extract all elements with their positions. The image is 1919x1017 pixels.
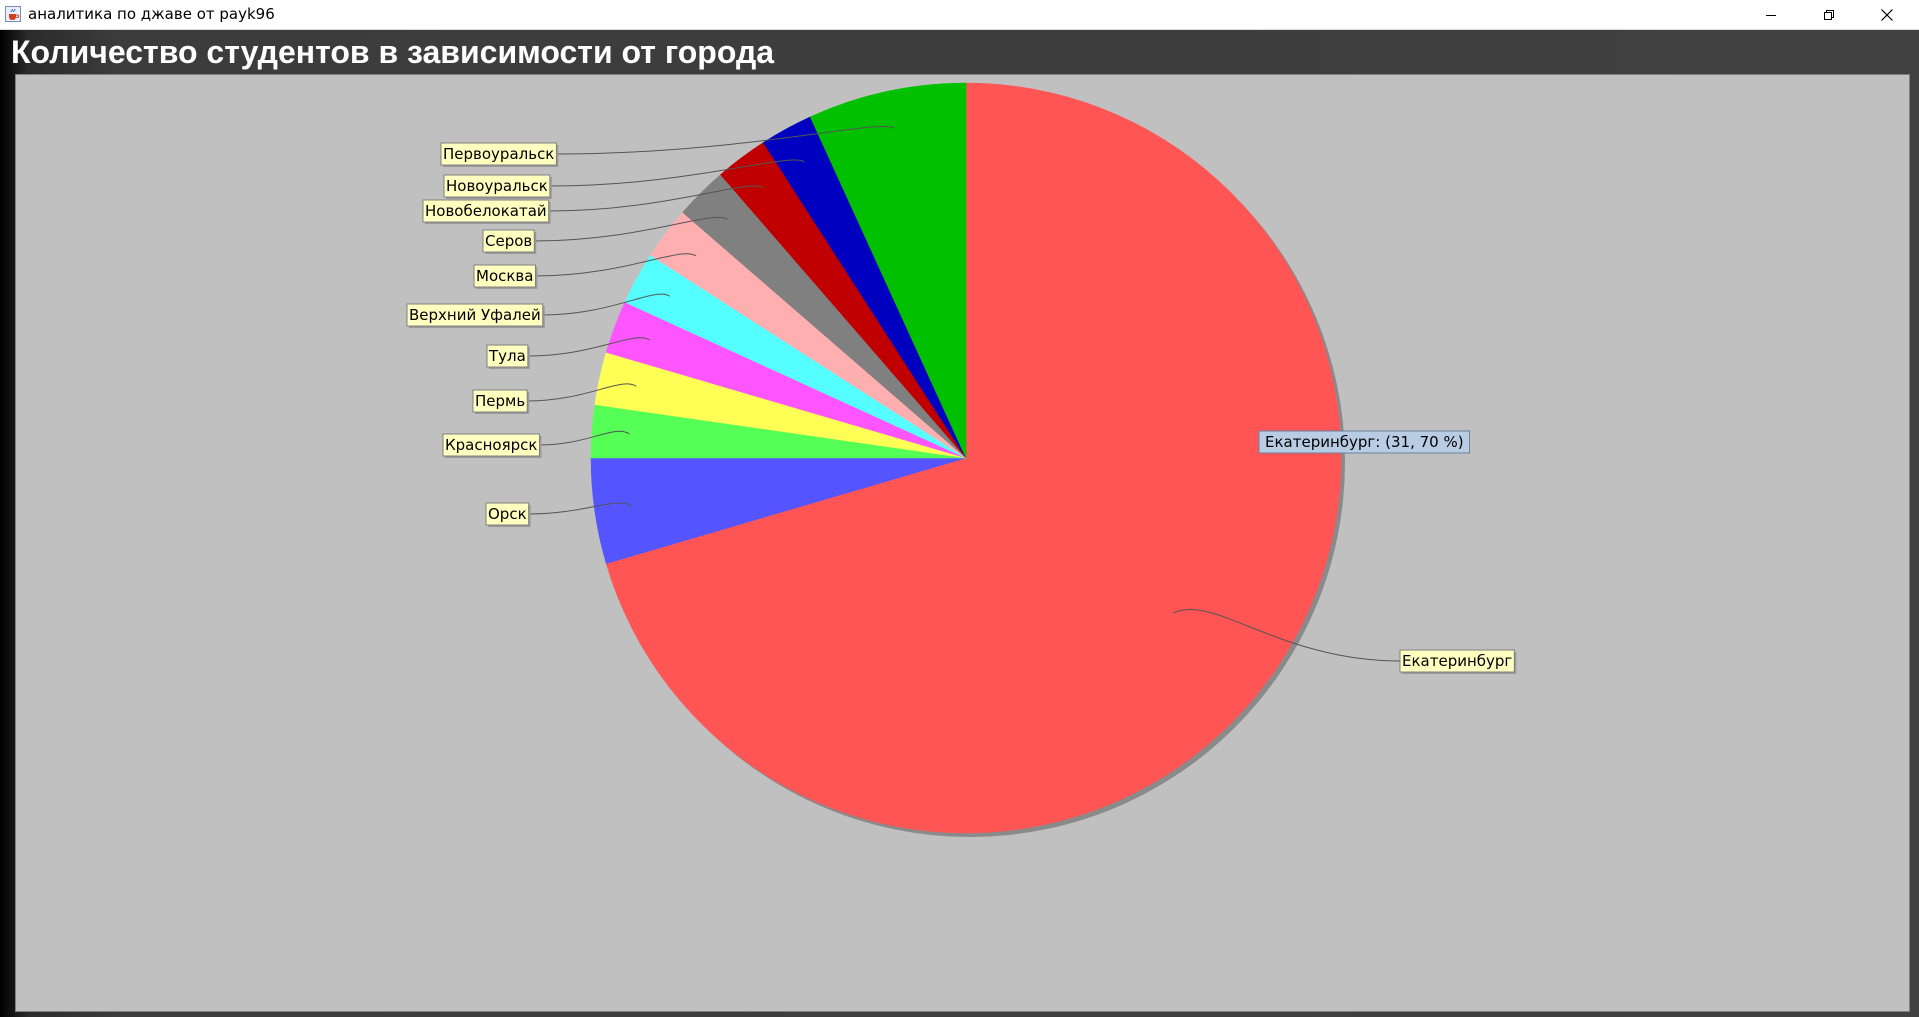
window-titlebar: аналитика по джаве от payk96 [0,0,1919,30]
window-title: аналитика по джаве от payk96 [28,5,275,23]
svg-text:Орск: Орск [488,505,527,523]
close-icon [1881,8,1893,21]
minimize-button[interactable] [1742,0,1800,29]
svg-text:Пермь: Пермь [475,392,525,410]
leader-line-3 [527,383,637,402]
leader-line-8 [548,185,765,212]
slice-label-6: Москва [473,264,538,289]
slice-label-10: Первоуральск [440,142,559,167]
slice-label-2: Красноярск [442,433,542,458]
svg-text:Первоуральск: Первоуральск [443,145,554,163]
leader-line-7 [534,216,728,242]
close-button[interactable] [1858,0,1916,29]
leader-line-9 [549,159,805,187]
chart-frame: Количество студентов в зависимости от го… [0,30,1919,1017]
svg-text:Екатеринбург: (31, 70 %): Екатеринбург: (31, 70 %) [1265,433,1464,451]
restore-button[interactable] [1800,0,1858,29]
java-cup-icon [5,6,21,22]
svg-text:Новобелокатай: Новобелокатай [425,202,547,220]
slice-0[interactable] [605,82,1342,834]
svg-text:Москва: Москва [476,267,533,285]
tooltip: Екатеринбург: (31, 70 %) [1258,430,1471,454]
svg-text:Верхний Уфалей: Верхний Уфалей [409,306,541,324]
svg-text:Серов: Серов [485,232,532,250]
plot-area: Екатеринбург Орск Красноярск Пермь Тула Верхн… [15,74,1910,1012]
svg-text:Тула: Тула [488,347,526,365]
slice-label-4: Тула [486,344,530,369]
leader-line-4 [527,337,651,357]
svg-text:Новоуральск: Новоуральск [446,177,548,195]
leader-line-1 [528,502,633,515]
slice-label-9: Новоуральск [443,174,552,199]
pie-chart[interactable]: Екатеринбург Орск Красноярск Пермь Тула Верхн… [16,75,1909,1011]
leader-line-0 [1172,608,1401,662]
slice-label-7: Серов [482,229,537,254]
slice-label-3: Пермь [472,389,530,414]
slice-10[interactable] [809,82,967,459]
slice-label-1: Орск [485,502,531,527]
slice-label-5: Верхний Уфалей [406,303,545,328]
slice-label-0: Екатеринбург [1399,649,1517,674]
leader-line-5 [542,293,671,316]
svg-text:Красноярск: Красноярск [445,436,537,454]
slice-label-8: Новобелокатай [422,199,551,224]
minimize-icon [1766,14,1776,16]
restore-icon [1824,9,1834,20]
svg-text:Екатеринбург: Екатеринбург [1402,652,1512,670]
chart-title: Количество студентов в зависимости от го… [11,34,775,70]
leader-line-10 [556,125,895,155]
leader-line-2 [539,430,630,446]
leader-line-6 [535,253,697,277]
